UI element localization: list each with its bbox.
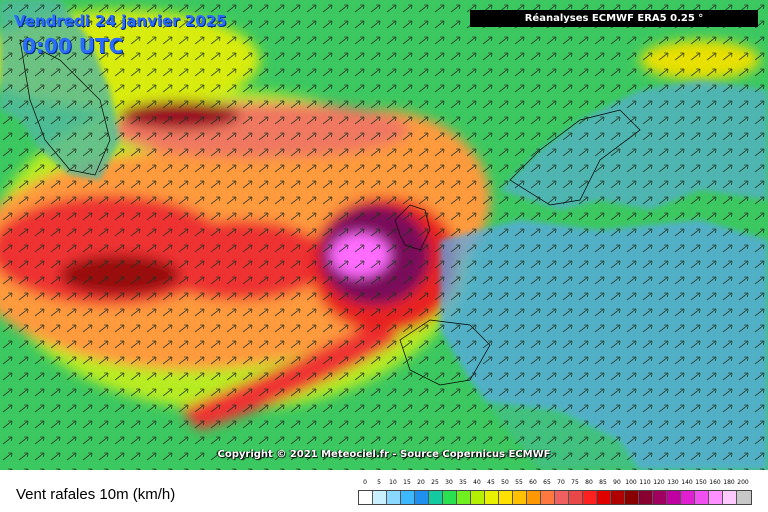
scale-swatch [583,491,597,504]
scale-label: 25 [431,479,439,486]
copyright-notice: Copyright © 2021 Meteociel.fr - Source C… [217,449,551,460]
scale-swatch [457,491,471,504]
scale-swatch [471,491,485,504]
scale-swatch [499,491,513,504]
scale-label: 110 [639,479,651,486]
scale-swatch [611,491,625,504]
legend-title: Vent rafales 10m (km/h) [16,486,176,503]
scale-labels: 0 5 10 15 20 25 30 35 40 45 50 55 60 65 70 75 80 85 90 100 1… [358,479,752,489]
valid-time: 0:00 UTC [22,34,124,58]
scale-swatch [485,491,499,504]
scale-label: 15 [403,479,411,486]
scale-label: 45 [487,479,495,486]
scale-swatch [541,491,555,504]
scale-swatch [527,491,541,504]
scale-label: 65 [543,479,551,486]
scale-swatch [737,491,751,504]
scale-swatch [359,491,373,504]
scale-swatch [667,491,681,504]
scale-label: 180 [723,479,735,486]
scale-swatch [569,491,583,504]
scale-label: 60 [529,479,537,486]
scale-label: 85 [599,479,607,486]
scale-label: 10 [389,479,397,486]
wind-arrows [0,0,768,470]
model-label: Réanalyses ECMWF ERA5 0.25 ° [470,10,758,27]
scale-label: 50 [501,479,509,486]
scale-swatch [513,491,527,504]
scale-swatch [597,491,611,504]
wind-gust-map[interactable]: Vendredi 24 janvier 2025 0:00 UTC Réanal… [0,0,768,470]
scale-label: 150 [695,479,707,486]
scale-boxes [358,490,752,505]
scale-swatch [387,491,401,504]
color-scale: 0 5 10 15 20 25 30 35 40 45 50 55 60 65 70 75 80 85 90 100 1… [358,479,752,505]
scale-label: 70 [557,479,565,486]
scale-label: 90 [613,479,621,486]
scale-swatch [723,491,737,504]
scale-label: 160 [709,479,721,486]
scale-label: 35 [459,479,467,486]
scale-swatch [373,491,387,504]
scale-label: 140 [681,479,693,486]
scale-swatch [555,491,569,504]
scale-label: 80 [585,479,593,486]
scale-swatch [401,491,415,504]
scale-label: 30 [445,479,453,486]
scale-label: 100 [625,479,637,486]
scale-swatch [443,491,457,504]
scale-swatch [681,491,695,504]
scale-swatch [639,491,653,504]
valid-date: Vendredi 24 janvier 2025 [14,12,227,30]
scale-swatch [429,491,443,504]
scale-swatch [709,491,723,504]
scale-label: 0 [363,479,367,486]
scale-label: 20 [417,479,425,486]
scale-label: 55 [515,479,523,486]
scale-swatch [415,491,429,504]
scale-label: 5 [377,479,381,486]
map-canvas [0,0,768,470]
scale-swatch [625,491,639,504]
legend-bar: Vent rafales 10m (km/h) 0 5 10 15 20 25 30 35 40… [0,470,768,512]
scale-label: 200 [737,479,749,486]
scale-label: 75 [571,479,579,486]
scale-swatch [653,491,667,504]
scale-label: 120 [653,479,665,486]
scale-swatch [695,491,709,504]
scale-label: 40 [473,479,481,486]
scale-label: 130 [667,479,679,486]
